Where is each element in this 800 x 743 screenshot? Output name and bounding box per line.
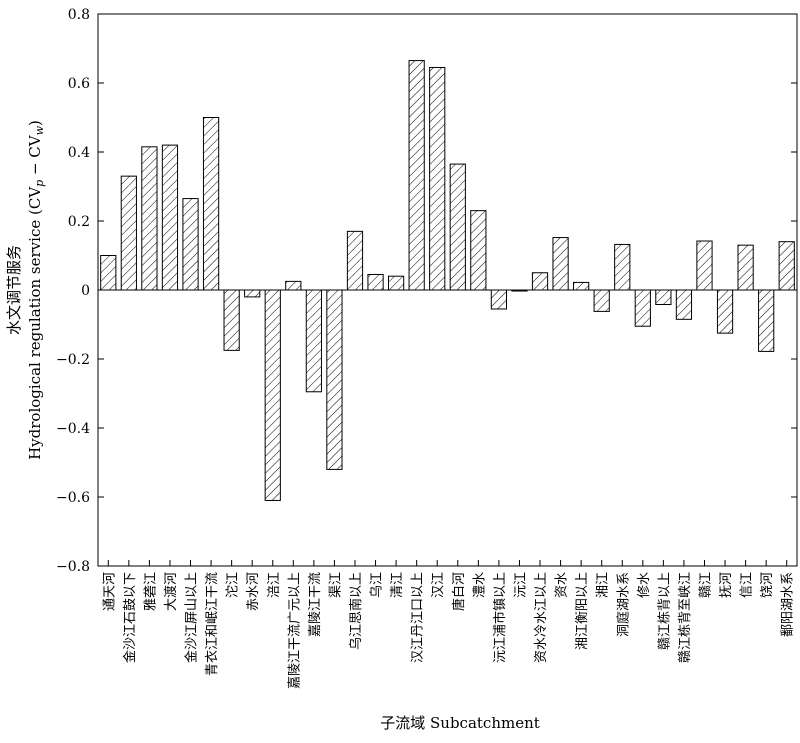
bar (285, 280, 302, 291)
x-category-label: 赣江栋背至峡江 (677, 572, 693, 663)
x-axis-ticks (107, 560, 788, 566)
x-category-label: 资水冷水江以上 (534, 572, 549, 663)
x-category-label: 信江 (740, 572, 755, 598)
x-category-label: 赣江栋背以上 (656, 572, 672, 650)
bar (223, 289, 240, 351)
x-category-label: 乌江思南以上 (348, 572, 364, 650)
x-category-label: 嘉陵江干流广元以上 (287, 572, 302, 689)
x-axis-category-labels: 通天河 金沙江石鼓以下 雅砻江 大渡河 金沙江屏山以上 青衣江和岷江干流 沱江 赤水河 涪江 嘉陵… (102, 572, 795, 689)
y-tick-label: 0 (81, 283, 90, 299)
bar (716, 289, 734, 334)
x-category-label: 通天河 (102, 572, 117, 611)
y-tick-label: 0.6 (68, 76, 90, 92)
bar (429, 66, 446, 291)
x-category-label: 雅砻江 (143, 572, 158, 611)
x-category-label: 湘江衡阳以上 (575, 572, 590, 650)
x-category-label: 乌江 (369, 572, 385, 598)
bar (326, 289, 343, 470)
x-category-label: 沅江 (513, 572, 528, 598)
x-category-label: 青衣江和岷江干流 (204, 572, 220, 676)
y-tick-label: −0.4 (56, 421, 90, 437)
bar (655, 289, 672, 305)
bar (387, 275, 405, 291)
x-category-label: 鄱阳湖水系 (781, 572, 796, 637)
y-tick-label: −0.8 (56, 559, 90, 575)
y-tick-label: 0.2 (68, 214, 90, 230)
x-category-label: 沱江 (225, 572, 241, 598)
bar (737, 244, 754, 291)
bar (490, 289, 508, 310)
bars-layer (100, 60, 795, 501)
x-category-label: 赣江 (698, 572, 713, 598)
x-category-label: 清江 (390, 572, 405, 598)
y-tick-label: 0.8 (68, 7, 90, 23)
bar (614, 243, 631, 291)
bar (758, 289, 775, 352)
x-category-label: 抚河 (719, 572, 734, 598)
y-tick-label: −0.6 (56, 490, 90, 506)
x-axis-title: 子流域 Subcatchment (380, 714, 540, 732)
bar (141, 146, 158, 291)
bar (675, 289, 693, 320)
bar (696, 240, 713, 291)
x-category-label: 金沙江屏山以上 (184, 572, 200, 663)
bar (264, 289, 281, 501)
x-category-label: 金沙江石鼓以下 (122, 572, 138, 663)
y-tick-label: 0.4 (68, 145, 90, 161)
bar (634, 289, 651, 327)
bar (531, 272, 549, 291)
bar (573, 281, 590, 291)
y-axis-title-cn: 水文调节服务 (5, 245, 23, 335)
x-category-label: 沅江浦市镇以上 (492, 572, 508, 663)
x-category-label: 资水 (555, 572, 570, 598)
bar (100, 255, 117, 291)
x-category-label: 汉江 (431, 572, 446, 598)
y-tick-label: −0.2 (56, 352, 90, 368)
bar (161, 144, 179, 291)
x-category-label: 修水 (637, 572, 652, 598)
x-category-label: 唐白河 (451, 572, 467, 611)
x-category-label: 湘江 (596, 572, 611, 598)
bar (305, 289, 322, 393)
bar (778, 241, 795, 291)
x-category-label: 大渡河 (163, 572, 179, 611)
bar (449, 163, 466, 291)
x-category-label: 赤水河 (246, 572, 261, 611)
x-category-label: 饶河 (760, 572, 775, 598)
y-axis-title-en: Hydrological regulation service (CVp − C… (26, 120, 46, 460)
bar (470, 210, 487, 291)
x-category-label: 渠江 (328, 572, 343, 598)
x-category-label: 嘉陵江干流 (308, 572, 323, 637)
bar (367, 273, 384, 291)
bar (244, 289, 261, 298)
x-category-label: 澧水 (472, 572, 487, 598)
bar (202, 117, 220, 291)
bar (593, 289, 610, 312)
bar (182, 198, 199, 291)
y-axis-ticks: −0.8 −0.6 −0.4 −0.2 0 0.2 0.4 0.6 0.8 (56, 7, 797, 575)
x-category-label: 洞庭湖水系 (615, 572, 631, 637)
bar (552, 237, 569, 291)
x-category-label: 汉江丹江口以上 (411, 572, 426, 663)
x-category-label: 涪江 (267, 572, 282, 598)
bar (346, 230, 364, 291)
bar (408, 60, 425, 291)
bar (120, 175, 137, 291)
